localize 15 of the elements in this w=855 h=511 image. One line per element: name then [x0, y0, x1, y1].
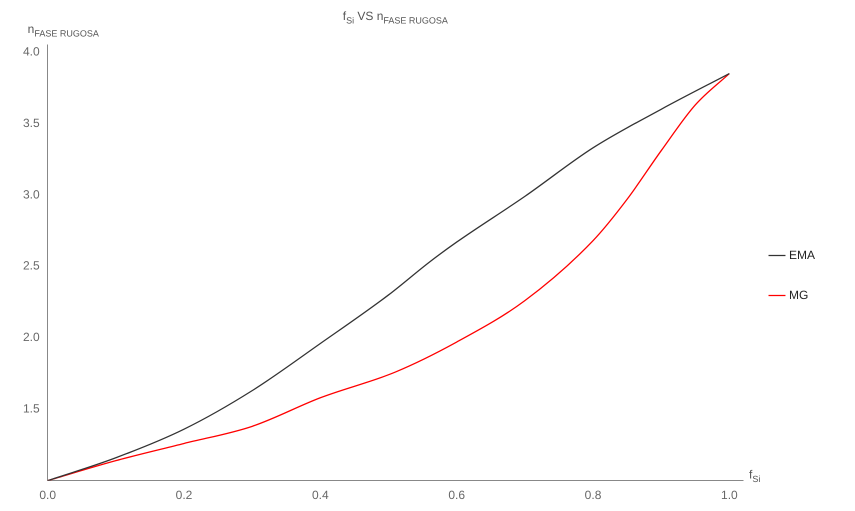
x-tick-label: 1.0 [721, 488, 738, 502]
y-tick-label: 2.5 [22, 258, 40, 273]
line-series [48, 72, 730, 481]
y-tick-label: 4.0 [22, 44, 40, 58]
x-tick-label: 0.2 [176, 488, 193, 502]
y-tick-label: 1.5 [22, 402, 40, 416]
x-tick-label: 0.4 [312, 488, 330, 502]
x-tick-label: 0.0 [39, 488, 56, 502]
y-tick-label: 3.5 [22, 116, 40, 130]
x-tick-label: 0.8 [584, 488, 602, 502]
y-tick-label: 2.0 [22, 330, 40, 344]
legend-label: MG [788, 288, 808, 302]
x-tick-label: 0.6 [448, 488, 466, 502]
legend-label: EMA [788, 248, 816, 262]
y-tick-label: 3.0 [22, 187, 40, 202]
